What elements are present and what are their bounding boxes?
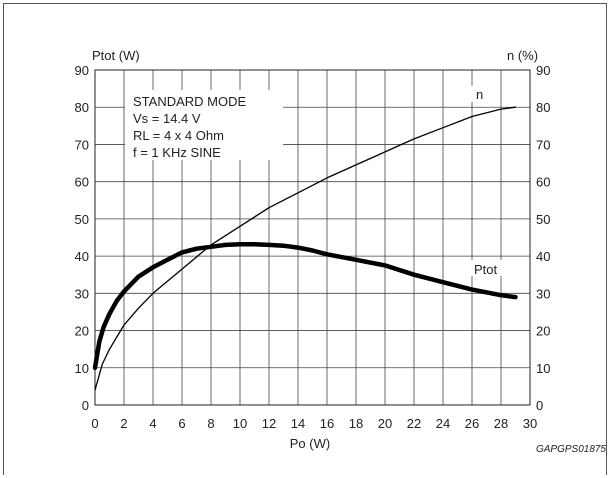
y-left-tick-label-50: 50 <box>75 212 89 227</box>
series-label-ptot: Ptot <box>474 262 498 277</box>
y-right-tick-label-50: 50 <box>536 212 550 227</box>
x-tick-label-16: 16 <box>320 416 334 431</box>
y-right-tick-label-30: 30 <box>536 286 550 301</box>
figure-code: GAPGPS01875 <box>536 444 606 455</box>
x-tick-label-8: 8 <box>207 416 214 431</box>
y-axis-left-title: Ptot (W) <box>92 48 140 63</box>
annotation-line-4: f = 1 KHz SINE <box>133 145 221 160</box>
y-right-tick-label-80: 80 <box>536 100 550 115</box>
y-right-tick-label-20: 20 <box>536 324 550 339</box>
x-tick-label-28: 28 <box>494 416 508 431</box>
figure-frame <box>3 3 607 475</box>
y-left-tick-label-70: 70 <box>75 137 89 152</box>
annotation-box <box>125 90 283 160</box>
series-line-ptot <box>92 241 518 371</box>
y-left-tick-label-20: 20 <box>75 324 89 339</box>
x-tick-label-22: 22 <box>407 416 421 431</box>
annotation-line-2: Vs = 14.4 V <box>133 111 201 126</box>
x-tick-label-30: 30 <box>523 416 537 431</box>
x-tick-label-6: 6 <box>178 416 185 431</box>
series-label-n: n <box>476 87 483 102</box>
y-left-tick-label-90: 90 <box>75 63 89 78</box>
x-tick-label-20: 20 <box>378 416 392 431</box>
x-axis-title: Po (W) <box>290 436 330 451</box>
x-tick-label-2: 2 <box>120 416 127 431</box>
y-right-tick-label-0: 0 <box>536 398 543 413</box>
y-right-tick-label-60: 60 <box>536 175 550 190</box>
series-lines <box>92 106 518 391</box>
x-tick-label-14: 14 <box>291 416 305 431</box>
x-tick-label-12: 12 <box>262 416 276 431</box>
n-label-bg <box>470 86 492 102</box>
y-left-tick-label-30: 30 <box>75 286 89 301</box>
y-right-tick-label-10: 10 <box>536 361 550 376</box>
ptot-label-bg <box>470 260 510 276</box>
y-right-tick-label-40: 40 <box>536 249 550 264</box>
x-tick-label-10: 10 <box>233 416 247 431</box>
y-right-tick-label-70: 70 <box>536 137 550 152</box>
series-line-n <box>94 106 517 391</box>
y-axis-right-title: n (%) <box>507 48 538 63</box>
x-tick-label-24: 24 <box>436 416 450 431</box>
x-tick-label-0: 0 <box>91 416 98 431</box>
annotation-line-3: RL = 4 x 4 Ohm <box>133 128 224 143</box>
plot-area <box>94 69 531 406</box>
y-left-tick-label-0: 0 <box>82 398 89 413</box>
y-left-tick-label-40: 40 <box>75 249 89 264</box>
y-left-tick-label-10: 10 <box>75 361 89 376</box>
y-right-tick-label-90: 90 <box>536 63 550 78</box>
x-tick-label-26: 26 <box>465 416 479 431</box>
y-left-tick-label-80: 80 <box>75 100 89 115</box>
x-tick-label-18: 18 <box>349 416 363 431</box>
x-tick-label-4: 4 <box>149 416 156 431</box>
annotation-line-1: STANDARD MODE <box>133 94 246 109</box>
y-left-tick-label-60: 60 <box>75 175 89 190</box>
